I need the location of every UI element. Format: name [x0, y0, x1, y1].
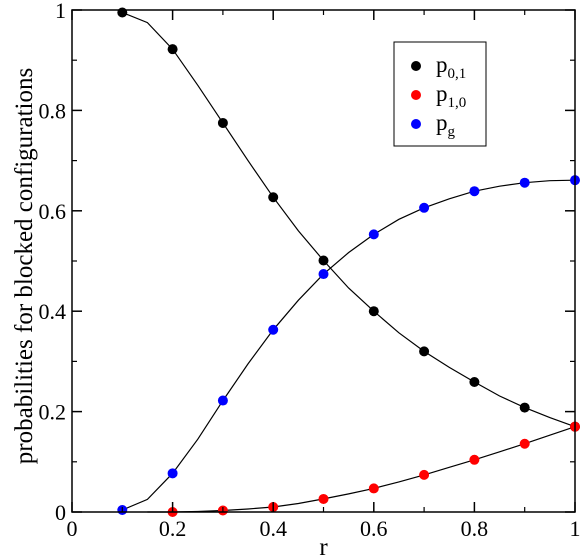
y-tick-label: 0.8 — [39, 98, 67, 123]
series-2-point — [519, 177, 530, 188]
series-1-curve — [147, 426, 576, 513]
series-2-point — [368, 229, 379, 240]
x-tick-label: 0.6 — [360, 516, 388, 541]
series-1-point — [469, 454, 480, 465]
series-0-point — [217, 117, 228, 128]
x-axis-title: r — [319, 534, 328, 559]
series-1-point — [368, 483, 379, 494]
y-tick-label: 1 — [55, 0, 66, 23]
series-0-point — [519, 402, 530, 413]
series-0-point — [469, 376, 480, 387]
series-2-point — [419, 202, 430, 213]
legend-marker — [411, 61, 421, 71]
y-axis-title: probabilities for blocked configurations — [11, 68, 38, 464]
x-tick-label: 1 — [570, 516, 581, 541]
series-1-point — [519, 438, 530, 449]
series-2-point — [268, 324, 279, 335]
x-tick-label: 0.4 — [259, 516, 287, 541]
x-tick-label: 0.8 — [461, 516, 489, 541]
series-0-point — [318, 255, 329, 266]
legend-label: p1,0 — [436, 81, 466, 111]
series-2-point — [167, 468, 178, 479]
y-tick-label: 0 — [55, 500, 66, 525]
legend-marker — [411, 119, 421, 129]
data-points — [117, 7, 580, 517]
series-1-point — [419, 469, 430, 480]
y-tick-label: 0.4 — [39, 299, 67, 324]
legend: p0,1p1,0pg — [393, 41, 487, 147]
y-tick-label: 0.6 — [39, 199, 67, 224]
series-0-point — [419, 346, 430, 357]
x-tick-label: 0.2 — [159, 516, 187, 541]
series-curves — [122, 11, 576, 513]
legend-marker — [411, 90, 421, 100]
series-2-curve — [122, 179, 576, 511]
axis-ticks: 0 0.2 0.4 0.6 0.8 1 0 0.2 0.4 0.6 0.8 1 — [39, 0, 581, 541]
series-0-point — [167, 44, 178, 55]
series-1-point — [318, 493, 329, 504]
legend-label: pg — [436, 110, 456, 140]
series-0-point — [268, 192, 279, 203]
series-2-point — [469, 186, 480, 197]
series-2-point — [217, 395, 228, 406]
y-tick-label: 0.2 — [39, 400, 67, 425]
series-0-point — [368, 306, 379, 317]
x-tick-label: 0 — [67, 516, 78, 541]
legend-box — [393, 41, 487, 147]
legend-label: p0,1 — [436, 52, 466, 82]
series-0-curve — [122, 11, 576, 428]
series-2-point — [318, 269, 329, 280]
